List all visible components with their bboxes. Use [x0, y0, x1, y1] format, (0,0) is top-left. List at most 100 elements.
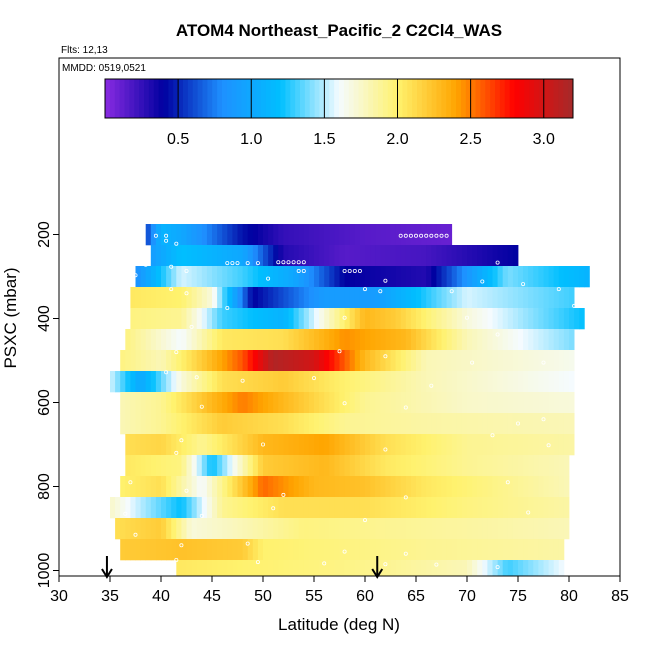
- heat-cell: [431, 434, 437, 456]
- sample-point: [245, 261, 250, 266]
- heat-cell: [222, 413, 228, 435]
- heat-cell: [365, 266, 371, 288]
- heat-cell: [421, 434, 427, 456]
- heat-cell: [349, 434, 356, 456]
- heat-cell: [354, 434, 361, 456]
- heat-cell: [563, 308, 570, 330]
- heat-cell: [416, 560, 422, 576]
- heat-cell: [278, 560, 284, 576]
- heat-cell: [523, 350, 529, 372]
- heat-cell: [370, 329, 376, 351]
- sample-point: [291, 260, 296, 265]
- sample-point: [133, 532, 138, 537]
- heat-cell: [232, 476, 238, 498]
- heat-cell: [140, 287, 147, 309]
- sample-point: [357, 268, 362, 273]
- heat-cell: [191, 392, 198, 414]
- heat-cell: [217, 308, 223, 330]
- heat-cell: [237, 350, 243, 372]
- heat-cell: [365, 245, 371, 267]
- heat-cell: [181, 392, 187, 414]
- heat-cell: [359, 266, 366, 288]
- heat-cell: [344, 287, 351, 309]
- heat-cell: [375, 245, 381, 267]
- heat-cell: [472, 308, 478, 330]
- heat-cell: [232, 245, 238, 267]
- heat-cell: [206, 392, 213, 414]
- heat-cell: [186, 560, 192, 576]
- heat-cell: [370, 308, 376, 330]
- heat-cell: [441, 392, 447, 414]
- heat-cell: [451, 455, 458, 477]
- heat-cell: [324, 560, 330, 576]
- heat-cell: [181, 224, 187, 246]
- colorbar-swatch: [563, 79, 569, 118]
- heat-cell: [339, 539, 345, 561]
- y-tick-label: 200: [36, 221, 53, 248]
- colorbar-swatch: [465, 79, 472, 118]
- heat-cell: [237, 245, 243, 267]
- heat-cell: [257, 245, 264, 267]
- heat-cell: [242, 371, 249, 393]
- heat-cell: [293, 455, 300, 477]
- sample-point: [490, 433, 495, 438]
- heat-cell: [477, 539, 483, 561]
- heat-cell: [512, 539, 519, 561]
- heat-cell: [334, 518, 340, 540]
- heat-cell: [181, 245, 187, 267]
- heat-cell: [293, 224, 300, 246]
- heat-cell: [268, 245, 274, 267]
- heat-cell: [416, 245, 422, 267]
- heat-cell: [497, 266, 504, 288]
- heat-cell: [191, 539, 198, 561]
- heat-cell: [212, 497, 218, 519]
- heat-cell: [518, 560, 524, 576]
- heat-cell: [257, 476, 264, 498]
- heat-cell: [365, 539, 371, 561]
- sample-point: [383, 447, 388, 452]
- sample-point: [174, 450, 179, 455]
- heat-cell: [467, 413, 473, 435]
- heat-cell: [451, 350, 458, 372]
- x-tick-label: 65: [407, 588, 425, 605]
- heat-cell: [319, 371, 325, 393]
- heat-cell: [538, 455, 544, 477]
- heat-cell: [273, 371, 279, 393]
- heat-cell: [196, 434, 203, 456]
- heat-cell: [421, 476, 427, 498]
- heat-cell: [380, 266, 386, 288]
- heat-cell: [538, 560, 544, 576]
- heat-cell: [130, 518, 136, 540]
- heat-cell: [451, 308, 458, 330]
- heat-cell: [543, 560, 549, 576]
- heat-cell: [416, 266, 422, 288]
- heat-cell: [446, 224, 453, 246]
- heat-cell: [492, 245, 498, 267]
- heat-cell: [196, 539, 203, 561]
- heat-cell: [257, 266, 264, 288]
- heat-cell: [533, 329, 539, 351]
- heat-cell: [303, 539, 310, 561]
- colorbar-swatch: [270, 79, 277, 118]
- heat-cell: [334, 245, 340, 267]
- heat-cell: [242, 434, 249, 456]
- heat-cell: [247, 245, 254, 267]
- heat-cell: [227, 350, 233, 372]
- heat-cell: [166, 329, 172, 351]
- heat-cell: [140, 497, 147, 519]
- heat-cell: [446, 392, 453, 414]
- heat-cell: [528, 287, 534, 309]
- heat-cell: [410, 371, 417, 393]
- sample-point: [174, 241, 179, 246]
- colorbar-swatch: [451, 79, 457, 118]
- colorbar-swatch: [231, 79, 238, 118]
- heat-cell: [370, 497, 376, 519]
- heat-cell: [232, 539, 238, 561]
- heat-cell: [252, 224, 259, 246]
- heat-cell: [405, 560, 412, 576]
- heat-cell: [518, 413, 524, 435]
- heat-cell: [319, 476, 325, 498]
- heat-cell: [370, 245, 376, 267]
- heat-cell: [359, 371, 366, 393]
